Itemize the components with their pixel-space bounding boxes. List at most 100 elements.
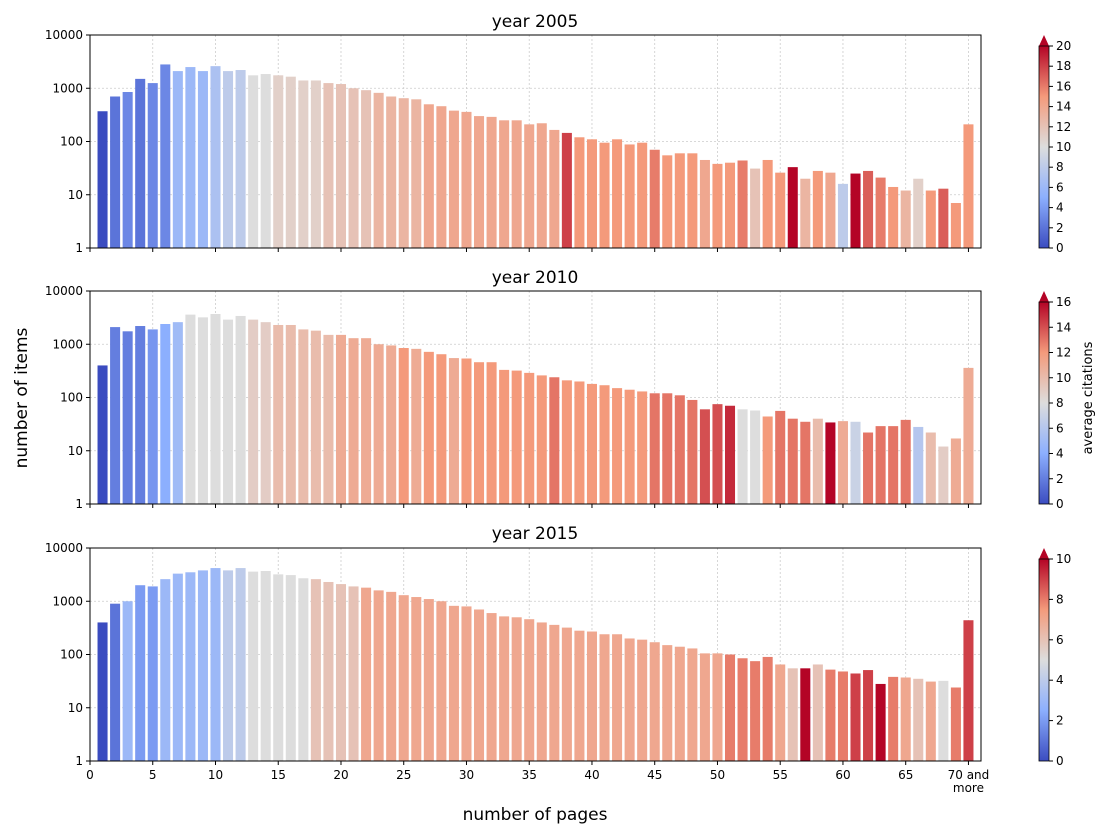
bar (637, 639, 648, 761)
bar (511, 120, 522, 248)
bar (335, 334, 347, 504)
bar (285, 324, 296, 504)
bar (712, 653, 723, 761)
colorbar-frame (1038, 558, 1050, 762)
bar (499, 120, 510, 248)
bar (310, 80, 321, 248)
chart-title: year 2015 (492, 524, 579, 544)
bar (273, 574, 284, 761)
chart-title: year 2005 (492, 12, 579, 32)
bar (825, 422, 836, 504)
bar (775, 410, 786, 504)
bar (524, 124, 535, 248)
bar (436, 354, 447, 504)
bar (436, 106, 447, 248)
bar (624, 638, 635, 761)
bar (812, 170, 823, 248)
bar (210, 313, 221, 504)
bar (950, 202, 961, 248)
bar (775, 664, 786, 761)
bar (147, 586, 158, 761)
bar (699, 409, 710, 504)
bar (172, 322, 183, 504)
bar (223, 570, 234, 761)
bar (248, 319, 259, 504)
bar (649, 642, 660, 761)
y-tick-label: 1000 (52, 81, 83, 95)
x-tick-label: 55 (773, 768, 788, 782)
bar (925, 432, 936, 504)
colorbar-tick-label: 8 (1056, 160, 1064, 174)
y-tick-label: 1 (75, 754, 83, 768)
x-tick-label: 0 (86, 768, 94, 782)
bar (210, 568, 221, 761)
bar (863, 432, 874, 504)
bar (737, 658, 748, 761)
bar (938, 188, 949, 248)
colorbar-tick-label: 10 (1056, 140, 1071, 154)
bar (185, 314, 196, 504)
x-tick-label: 70 and (948, 768, 990, 782)
bar (248, 75, 259, 248)
bar (160, 64, 171, 248)
bar (260, 570, 271, 761)
bar (398, 595, 409, 761)
bar (712, 163, 723, 248)
bar (624, 389, 635, 504)
colorbar-tick-label: 14 (1056, 100, 1071, 114)
bar (875, 426, 886, 504)
bar (699, 653, 710, 761)
bar (210, 66, 221, 248)
colorbar-tick-label: 2 (1056, 221, 1064, 235)
bar (248, 571, 259, 761)
colorbar-tick-label: 6 (1056, 633, 1064, 647)
bar (662, 645, 673, 761)
x-tick-label: 15 (271, 768, 286, 782)
bar (197, 317, 208, 504)
bar (348, 88, 359, 248)
bar (599, 634, 610, 761)
bar (612, 139, 623, 248)
bar (599, 385, 610, 504)
bar (398, 98, 409, 248)
bar (235, 315, 246, 504)
colorbar-tick-label: 20 (1056, 39, 1071, 53)
bar (260, 74, 271, 248)
bar (699, 159, 710, 248)
bar (172, 71, 183, 248)
bar (724, 654, 736, 761)
bar (97, 365, 108, 504)
colorbar-tick-label: 2 (1056, 714, 1064, 728)
x-tick-label: 5 (149, 768, 157, 782)
bar (687, 648, 698, 761)
bar (913, 426, 924, 504)
bar (147, 83, 158, 248)
bar (423, 104, 434, 248)
bar (373, 344, 384, 504)
bar (812, 418, 823, 504)
y-tick-label: 1 (75, 497, 83, 511)
bar (197, 570, 208, 761)
bar (888, 186, 899, 248)
y-tick-label: 10000 (45, 541, 83, 555)
bar (461, 358, 472, 504)
x-tick-label: 60 (835, 768, 850, 782)
bar (373, 92, 384, 248)
bar (750, 661, 761, 761)
bar (97, 622, 108, 761)
bar (411, 348, 422, 504)
bar (800, 178, 811, 248)
colorbar-tick-label: 18 (1056, 59, 1071, 73)
bar (900, 190, 911, 248)
bar (448, 110, 459, 248)
colorbar-tick-label: 16 (1056, 295, 1071, 309)
x-tick-label: 25 (396, 768, 411, 782)
bar (775, 172, 786, 248)
bar (335, 84, 347, 248)
y-tick-label: 10 (68, 701, 83, 715)
bar (361, 587, 372, 761)
bar (888, 676, 899, 761)
bar (913, 178, 924, 248)
bar (260, 322, 271, 504)
bar (273, 75, 284, 248)
